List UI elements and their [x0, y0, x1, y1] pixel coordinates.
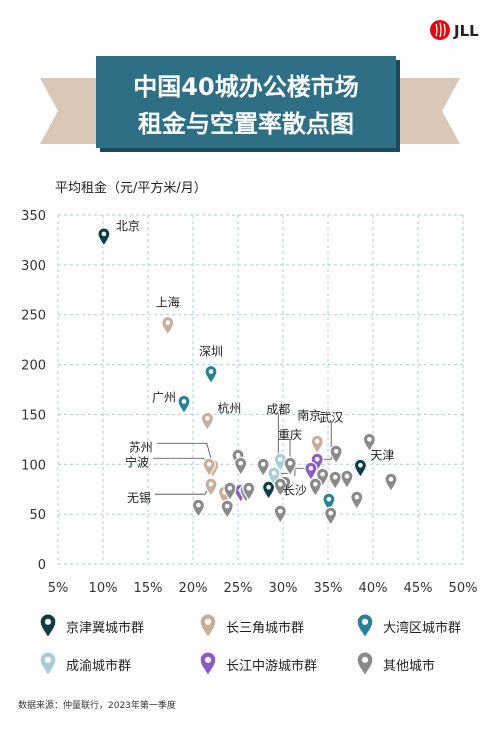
jll-logo-mark-icon — [430, 20, 450, 40]
x-tick-label: 15% — [134, 581, 163, 596]
point-label: 南京 — [297, 407, 321, 422]
data-point-marker — [177, 394, 191, 415]
jll-logo-text: JLL — [453, 22, 479, 40]
legend-pin-icon — [356, 612, 374, 640]
data-point-marker — [384, 472, 398, 493]
point-label: 武汉 — [319, 410, 343, 424]
data-point-marker — [204, 364, 218, 385]
x-tick-label: 40% — [359, 581, 388, 596]
label-leader-line — [155, 484, 212, 495]
data-point-marker — [353, 458, 368, 479]
data-point-marker — [97, 227, 111, 248]
legend-label: 成渝城市群 — [66, 658, 131, 674]
x-tick-label: 50% — [449, 581, 478, 596]
point-label: 成都 — [266, 402, 290, 416]
x-tick-label: 45% — [404, 581, 433, 596]
source-note: 数据来源：仲量联行，2023年第一季度 — [18, 699, 176, 711]
y-tick-label: 250 — [21, 309, 46, 324]
data-point-marker — [304, 461, 318, 482]
data-point-marker — [324, 506, 338, 527]
legend-label: 长江中游城市群 — [226, 658, 317, 674]
legend-pin-icon — [199, 650, 217, 678]
point-label: 天津 — [370, 448, 394, 462]
legend-label: 长三角城市群 — [226, 620, 304, 636]
data-point-marker — [161, 316, 175, 336]
x-tick-label: 10% — [89, 581, 118, 596]
data-point-marker — [234, 456, 248, 477]
data-point-marker — [200, 411, 215, 432]
data-point-marker — [273, 504, 287, 525]
point-label: 深圳 — [199, 345, 223, 359]
data-points — [97, 227, 398, 527]
data-point-marker — [242, 481, 256, 502]
legend-label: 其他城市 — [383, 658, 435, 674]
y-tick-label: 200 — [21, 359, 46, 374]
data-point-marker — [328, 470, 342, 491]
label-leader-line — [153, 457, 210, 465]
point-label: 北京 — [116, 219, 140, 233]
point-label: 苏州 — [129, 440, 153, 454]
legend-label: 大湾区城市群 — [383, 620, 461, 636]
legend-label: 京津冀城市群 — [66, 620, 144, 636]
legend-item: 大湾区城市群 — [356, 612, 461, 640]
legend-pin-icon — [356, 650, 374, 678]
data-point-marker — [256, 457, 270, 478]
x-tick-label: 30% — [269, 581, 298, 596]
data-point-marker — [308, 477, 323, 498]
point-label: 广州 — [152, 390, 176, 404]
axis-ticks: 0 50 100 150 200 250 300 350 5% 10% 15% 20% 25% 30% 35… — [21, 209, 477, 596]
point-label: 长沙 — [283, 483, 307, 497]
x-tick-label: 25% — [224, 581, 253, 596]
data-point-marker — [273, 477, 287, 498]
data-point-marker — [191, 498, 206, 519]
data-point-marker — [223, 481, 237, 502]
data-point-marker — [362, 432, 377, 453]
legend-pin-icon — [39, 612, 57, 640]
title-banner: 中国40城办公楼市场 租金与空置率散点图 — [40, 56, 460, 152]
data-point-marker — [340, 469, 354, 490]
legend-item: 其他城市 — [356, 650, 435, 678]
y-tick-label: 350 — [21, 209, 46, 224]
x-tick-label: 35% — [314, 581, 343, 596]
legend-item: 成渝城市群 — [39, 650, 131, 678]
data-point-marker — [322, 492, 336, 513]
y-tick-label: 50 — [29, 508, 46, 523]
point-label: 无锡 — [127, 490, 151, 505]
y-axis-label: 平均租金（元/平方米/月） — [55, 180, 207, 196]
data-point-marker — [310, 434, 324, 455]
jll-logo: JLL — [430, 20, 479, 40]
point-label: 重庆 — [278, 428, 302, 442]
data-point-marker — [329, 444, 343, 465]
chart-title-line1: 中国40城办公楼市场 — [133, 73, 358, 101]
data-point-marker — [202, 457, 216, 478]
legend-item: 长江中游城市群 — [199, 650, 317, 678]
point-label: 上海 — [156, 295, 180, 310]
chart-title-line2: 租金与空置率散点图 — [138, 110, 354, 138]
y-tick-label: 100 — [21, 458, 46, 473]
y-tick-label: 300 — [21, 259, 46, 274]
data-point-marker — [283, 456, 297, 477]
data-point-marker — [261, 480, 276, 501]
legend-pin-icon — [39, 650, 57, 678]
legend-item: 京津冀城市群 — [39, 612, 144, 640]
data-point-marker — [350, 490, 364, 511]
legend-pin-icon — [199, 612, 217, 640]
x-tick-label: 5% — [48, 581, 69, 596]
data-point-marker — [204, 477, 218, 498]
y-tick-label: 150 — [21, 408, 46, 423]
data-point-marker — [220, 499, 234, 520]
point-label: 杭州 — [217, 400, 241, 415]
y-tick-label: 0 — [38, 558, 46, 573]
point-label: 宁波 — [125, 454, 149, 469]
x-tick-label: 20% — [179, 581, 208, 596]
grid — [57, 214, 464, 565]
legend-item: 长三角城市群 — [199, 612, 304, 640]
